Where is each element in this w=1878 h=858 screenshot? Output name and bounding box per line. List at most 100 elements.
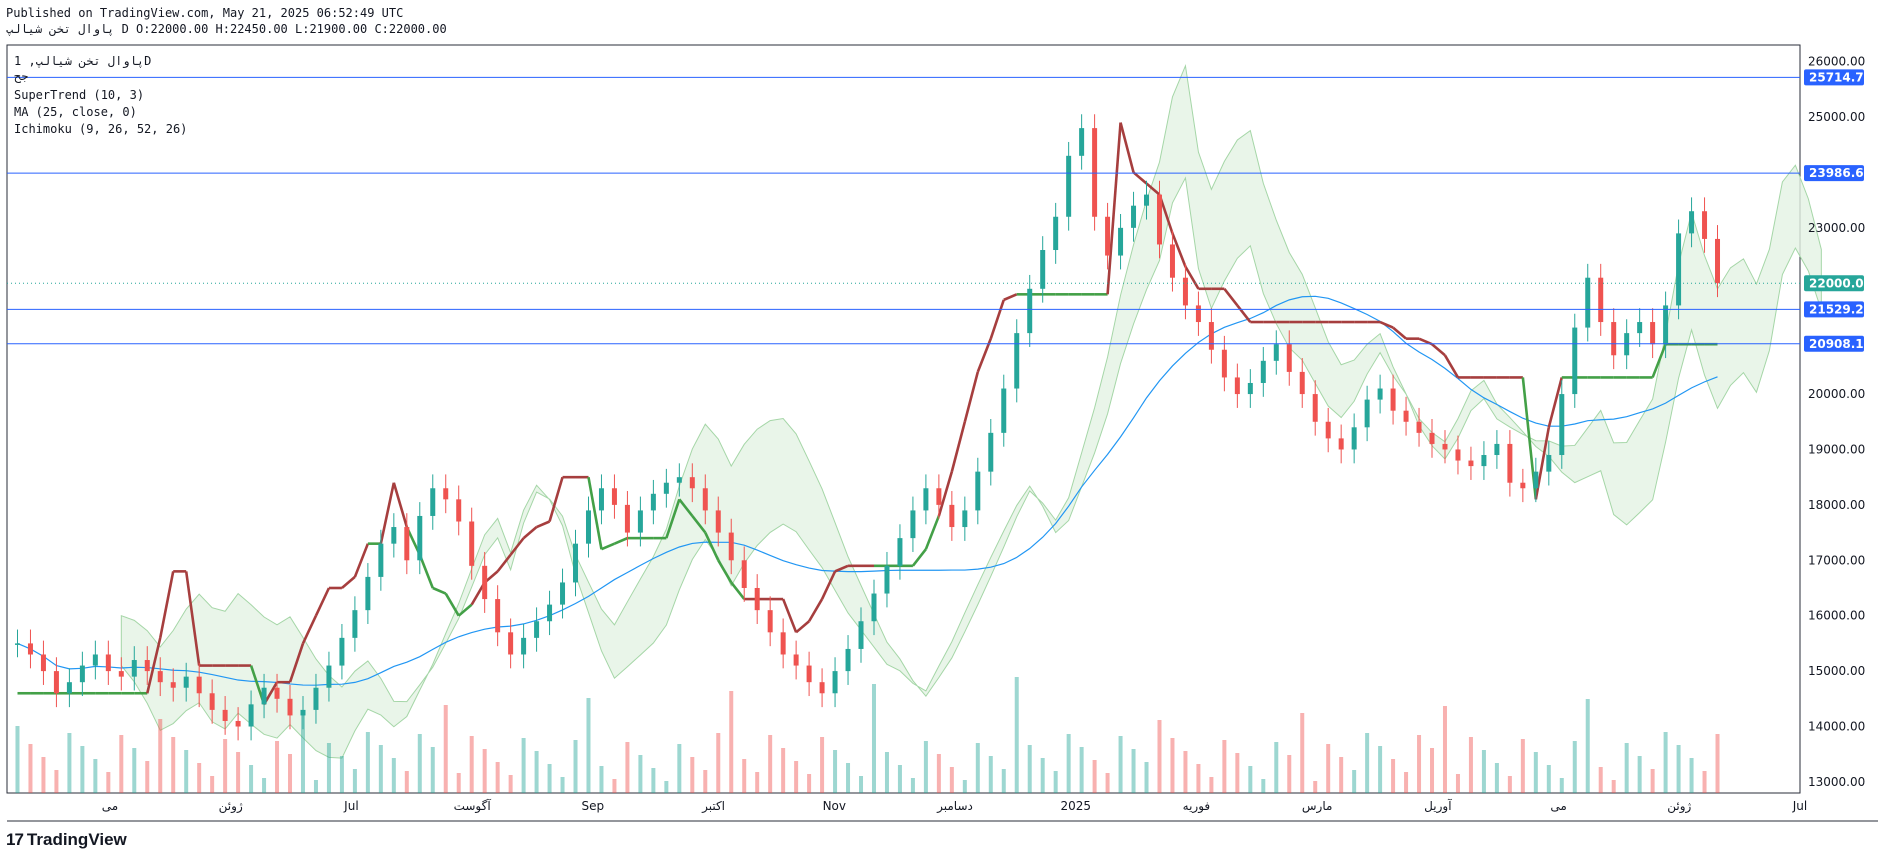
candle-body bbox=[1066, 155, 1072, 217]
candle-body bbox=[936, 488, 942, 505]
candle-body bbox=[1364, 399, 1370, 428]
x-tick-label: Sep bbox=[582, 799, 605, 813]
volume-bar bbox=[391, 758, 396, 793]
volume-bar bbox=[1222, 740, 1227, 793]
volume-bar bbox=[1170, 738, 1175, 793]
y-tick-label: 17000.00 bbox=[1808, 553, 1865, 567]
volume-bar bbox=[339, 756, 344, 793]
x-tick-label: دسامبر bbox=[936, 799, 973, 814]
tradingview-logo[interactable]: 17 TradingView bbox=[6, 830, 127, 850]
volume-bar bbox=[1235, 753, 1240, 793]
volume-bar bbox=[1663, 732, 1668, 793]
price-label: 21529.23 bbox=[1809, 302, 1872, 316]
volume-bar bbox=[936, 754, 941, 793]
x-tick-label: 2025 bbox=[1060, 799, 1091, 813]
candle-body bbox=[66, 682, 72, 694]
supertrend-segment bbox=[1106, 122, 1122, 295]
volume-bar bbox=[1092, 760, 1097, 793]
candle-body bbox=[222, 709, 228, 721]
volume-bar bbox=[1001, 769, 1006, 793]
supertrend-segment bbox=[678, 498, 694, 517]
candle-body bbox=[728, 532, 734, 561]
candle-body bbox=[1144, 194, 1150, 206]
volume-bar bbox=[820, 737, 825, 793]
volume-bar bbox=[1326, 744, 1331, 793]
volume-bar bbox=[846, 763, 851, 793]
volume-bar bbox=[482, 749, 487, 793]
volume-bar bbox=[1442, 706, 1447, 793]
volume-bar bbox=[625, 742, 630, 793]
candle-body bbox=[469, 521, 475, 566]
volume-bar bbox=[1624, 743, 1629, 793]
volume-bar bbox=[197, 763, 202, 793]
legend-symbol: پاوال تخن شیالپ, 1D bbox=[14, 54, 152, 68]
candle-body bbox=[183, 676, 189, 688]
volume-bar bbox=[1287, 755, 1292, 793]
x-tick-label: فوریه bbox=[1183, 799, 1211, 814]
supertrend-segment bbox=[665, 498, 681, 539]
candle-body bbox=[456, 499, 462, 522]
candle-body bbox=[1520, 482, 1526, 489]
legend-sub: جح bbox=[14, 69, 29, 83]
volume-bar bbox=[28, 744, 33, 793]
candle-body bbox=[417, 515, 423, 561]
volume-bar bbox=[67, 733, 72, 793]
volume-bar bbox=[1274, 742, 1279, 793]
volume-bar bbox=[768, 735, 773, 793]
volume-bar bbox=[210, 776, 215, 793]
supertrend-segment bbox=[781, 598, 798, 633]
volume-bar bbox=[1027, 745, 1032, 793]
candle-body bbox=[79, 665, 85, 683]
volume-bar bbox=[1559, 778, 1564, 793]
volume-bar bbox=[1637, 756, 1642, 793]
candle-body bbox=[611, 488, 617, 505]
volume-bar bbox=[1183, 751, 1188, 793]
candle-body bbox=[1208, 322, 1214, 350]
supertrend-segment bbox=[807, 598, 824, 622]
volume-bar bbox=[41, 757, 46, 793]
candle-body bbox=[1598, 277, 1604, 323]
supertrend-segment bbox=[522, 526, 538, 540]
volume-bar bbox=[1313, 781, 1318, 793]
candle-body bbox=[339, 637, 345, 666]
supertrend-segment bbox=[1651, 343, 1667, 378]
supertrend-segment bbox=[1431, 343, 1446, 357]
candle-body bbox=[650, 493, 656, 511]
volume-bar bbox=[833, 750, 838, 793]
price-label-box bbox=[1804, 165, 1864, 182]
candle-body bbox=[352, 610, 358, 638]
volume-bar bbox=[910, 778, 915, 793]
volume-bar bbox=[1430, 748, 1435, 793]
candle-body bbox=[313, 687, 319, 710]
volume-bar bbox=[443, 705, 448, 793]
supertrend-segment bbox=[963, 371, 980, 423]
supertrend-segment bbox=[301, 615, 318, 644]
candle-body bbox=[1156, 194, 1162, 245]
candle-body bbox=[871, 593, 877, 622]
supertrend-segment bbox=[1379, 320, 1394, 329]
x-tick-label: می bbox=[102, 799, 118, 813]
volume-bar bbox=[119, 735, 124, 793]
y-tick-label: 19000.00 bbox=[1808, 442, 1865, 456]
volume-bar bbox=[1105, 773, 1110, 793]
y-tick-label: 18000.00 bbox=[1808, 498, 1865, 512]
supertrend-segment bbox=[509, 537, 525, 556]
y-tick-label: 25000.00 bbox=[1808, 110, 1865, 124]
candle-body bbox=[1260, 360, 1266, 383]
volume-bar bbox=[1157, 720, 1162, 793]
volume-bar bbox=[223, 739, 228, 793]
volume-bar bbox=[1611, 780, 1616, 793]
volume-bar bbox=[300, 712, 305, 793]
volume-bar bbox=[171, 737, 176, 793]
y-tick-label: 20000.00 bbox=[1808, 387, 1865, 401]
candle-body bbox=[715, 510, 721, 533]
candle-body bbox=[1715, 238, 1721, 284]
candle-body bbox=[1572, 327, 1578, 395]
volume-bar bbox=[326, 743, 331, 793]
volume-bar bbox=[871, 684, 876, 793]
candle-body bbox=[624, 504, 630, 533]
volume-bar bbox=[560, 777, 565, 793]
candle-body bbox=[274, 687, 280, 699]
volume-bar bbox=[145, 761, 150, 793]
